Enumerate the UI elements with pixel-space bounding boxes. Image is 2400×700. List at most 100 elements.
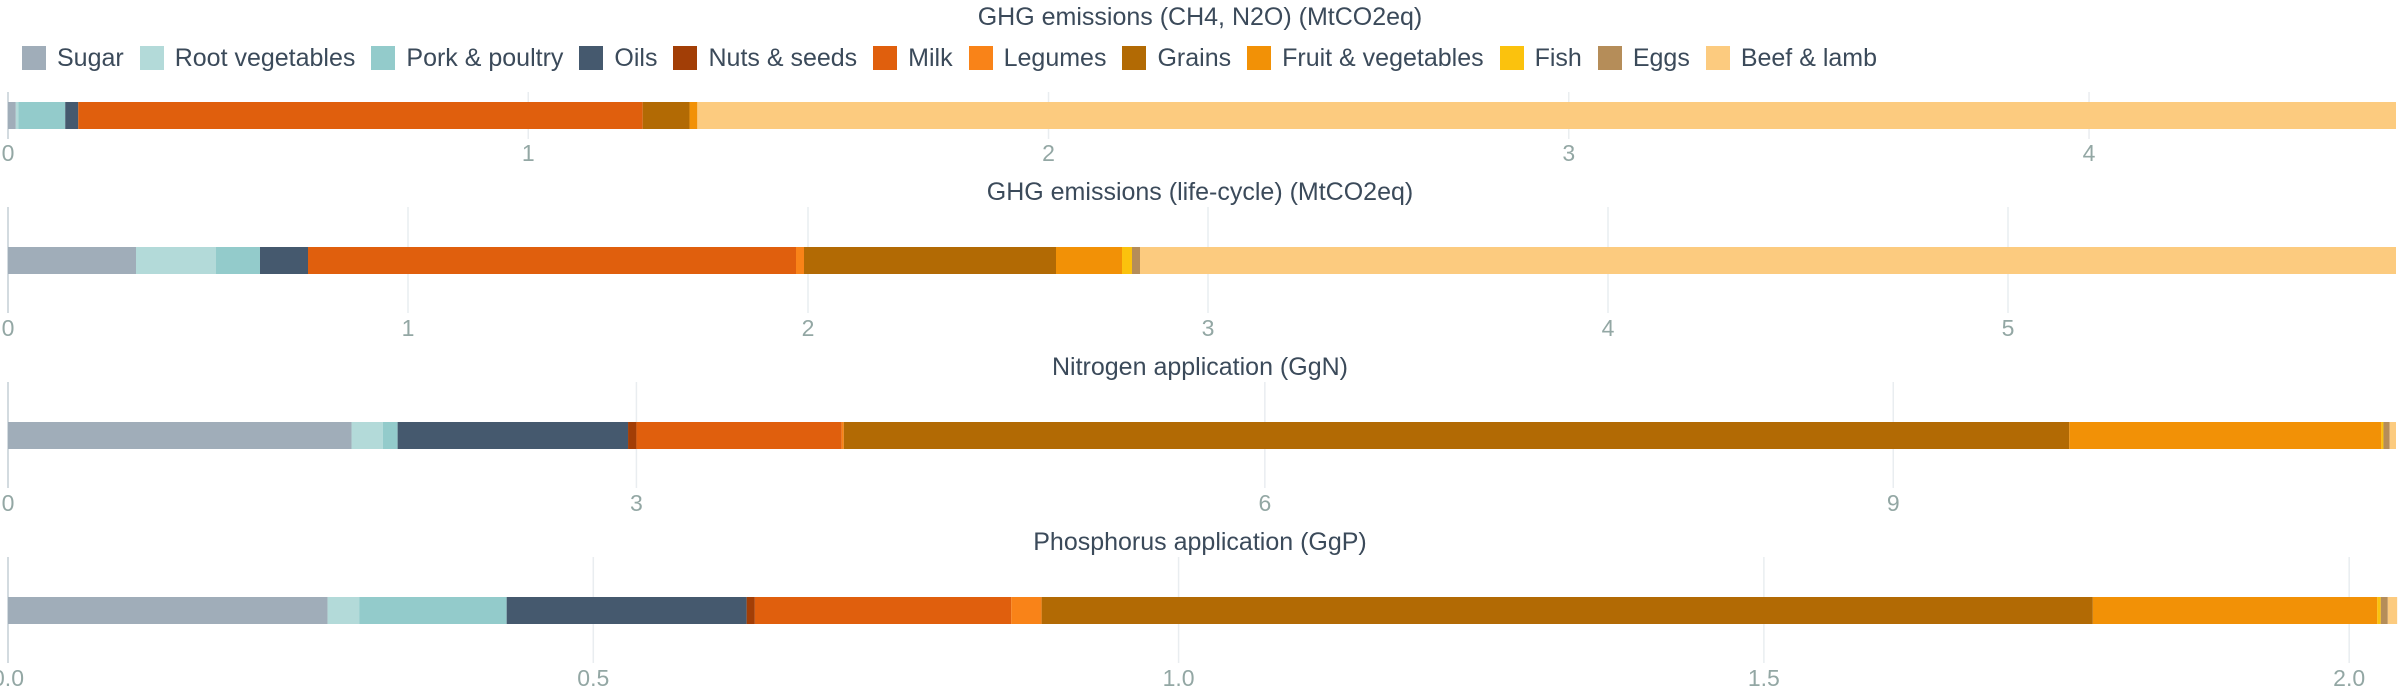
legend-label: Sugar xyxy=(57,43,124,72)
legend-swatch xyxy=(371,46,396,70)
bar-segment-legumes[interactable] xyxy=(841,422,844,449)
legend-item-beef-and-lamb[interactable]: Beef & lamb xyxy=(1705,43,1878,73)
bar-segment-beef-and-lamb[interactable] xyxy=(2389,422,2396,449)
x-tick-label: 3 xyxy=(630,490,643,516)
panel-title: GHG emissions (life-cycle) (MtCO2eq) xyxy=(987,178,1413,206)
bar-segment-sugar[interactable] xyxy=(8,597,328,624)
bar-segment-fish[interactable] xyxy=(2377,597,2381,624)
bar-segment-beef-and-lamb[interactable] xyxy=(1140,247,2396,274)
bar-segment-milk[interactable] xyxy=(754,597,1012,624)
legend-item-nuts-and-seeds[interactable]: Nuts & seeds xyxy=(673,44,857,73)
legend-swatch xyxy=(1597,46,1622,70)
legend-item-legumes[interactable]: Legumes xyxy=(968,43,1107,73)
bar-segment-grains[interactable] xyxy=(804,247,1056,274)
legend-label: Oils xyxy=(614,43,658,72)
bar-segment-oils[interactable] xyxy=(65,102,79,129)
bar-segment-grains[interactable] xyxy=(843,422,2070,449)
bar-segment-legumes[interactable] xyxy=(1011,597,1042,624)
x-tick-label: 4 xyxy=(1602,315,1615,341)
bar-segment-beef-and-lamb[interactable] xyxy=(2387,597,2398,624)
panel-title: GHG emissions (CH4, N2O) (MtCO2eq) xyxy=(978,3,1423,31)
bar-segment-eggs[interactable] xyxy=(2380,597,2388,624)
panel-3: Nitrogen application (GgN) 0 3 6 9 xyxy=(2,353,2396,516)
bar-segment-milk[interactable] xyxy=(636,422,842,449)
panel-4: Phosphorus application (GgP) 0.0 0.5 1.0 1.5… xyxy=(0,528,2398,691)
panel-title: Nitrogen application (GgN) xyxy=(1052,353,1348,381)
legend-label: Beef & lamb xyxy=(1740,43,1878,72)
bar-segment-oils[interactable] xyxy=(260,247,308,274)
bar-segment-fruit-and-vegetables[interactable] xyxy=(2069,422,2382,449)
legend-swatch xyxy=(673,46,698,70)
legend-item-fish[interactable]: Fish xyxy=(1499,43,1582,73)
x-tick-label: 1.5 xyxy=(1748,665,1780,691)
legend-item-grains[interactable]: Grains xyxy=(1122,44,1231,73)
bar-segment-beef-and-lamb[interactable] xyxy=(697,102,2396,129)
legend-item-root-vegetables[interactable]: Root vegetables xyxy=(139,43,356,73)
bar-segment-pork-and-poultry[interactable] xyxy=(18,102,66,129)
bar-segment-root-vegetables[interactable] xyxy=(327,597,360,624)
legend-swatch xyxy=(873,46,898,70)
bar-segment-sugar[interactable] xyxy=(8,422,352,449)
legend-swatch xyxy=(1499,46,1524,70)
bar-segment-sugar[interactable] xyxy=(8,102,16,129)
bar-segment-grains[interactable] xyxy=(1041,597,2093,624)
legend-label: Grains xyxy=(1157,43,1232,72)
bar-segment-fish[interactable] xyxy=(1122,247,1132,274)
legend-swatch xyxy=(139,46,164,70)
bar-segment-oils[interactable] xyxy=(506,597,747,624)
bar-segment-fruit-and-vegetables[interactable] xyxy=(1056,247,1122,274)
legend-label: Legumes xyxy=(1003,43,1107,72)
chart-legend: Sugar Root vegetables Pork & poultry Oils Nu… xyxy=(22,40,1893,76)
legend-item-oils[interactable]: Oils xyxy=(579,44,657,73)
panel-title: Phosphorus application (GgP) xyxy=(1033,528,1367,556)
legend-item-eggs[interactable]: Eggs xyxy=(1597,43,1690,73)
bar-segment-nuts-and-seeds[interactable] xyxy=(628,422,637,449)
legend-label: Root vegetables xyxy=(174,43,356,72)
x-tick-label: 1 xyxy=(402,315,415,341)
bar-segment-pork-and-poultry[interactable] xyxy=(382,422,398,449)
bar-segment-fruit-and-vegetables[interactable] xyxy=(2092,597,2378,624)
legend-item-milk[interactable]: Milk xyxy=(873,44,953,73)
bar-segment-eggs[interactable] xyxy=(2383,422,2390,449)
x-tick-label: 3 xyxy=(1562,140,1575,166)
x-tick-label: 1.0 xyxy=(1163,665,1195,691)
bar-segment-fruit-and-vegetables[interactable] xyxy=(689,102,698,129)
legend-label: Nuts & seeds xyxy=(708,43,858,72)
x-tick-label: 1 xyxy=(522,140,535,166)
legend-label: Fish xyxy=(1534,43,1582,72)
bar-segment-pork-and-poultry[interactable] xyxy=(359,597,507,624)
panel-1: GHG emissions (CH4, N2O) (MtCO2eq) 0 1 2 3 4 xyxy=(2,3,2396,166)
bar-segment-root-vegetables[interactable] xyxy=(15,102,19,129)
bar-segment-sugar[interactable] xyxy=(8,247,136,274)
x-tick-label: 0 xyxy=(2,140,15,166)
legend-item-sugar[interactable]: Sugar xyxy=(22,44,124,73)
legend-label: Pork & poultry xyxy=(406,43,564,72)
x-tick-label: 6 xyxy=(1258,490,1271,516)
x-tick-label: 9 xyxy=(1887,490,1900,516)
x-tick-label: 0 xyxy=(2,490,15,516)
x-tick-label: 0.5 xyxy=(577,665,609,691)
bar-segment-pork-and-poultry[interactable] xyxy=(216,247,260,274)
bar-segment-eggs[interactable] xyxy=(1132,247,1140,274)
bar-segment-root-vegetables[interactable] xyxy=(351,422,383,449)
legend-item-fruit-and-vegetables[interactable]: Fruit & vegetables xyxy=(1247,44,1484,73)
legend-label: Fruit & vegetables xyxy=(1282,43,1484,72)
bar-segment-root-vegetables[interactable] xyxy=(136,247,216,274)
legend-label: Eggs xyxy=(1632,43,1690,72)
legend-item-pork-and-poultry[interactable]: Pork & poultry xyxy=(371,44,563,73)
x-tick-label: 2 xyxy=(1042,140,1055,166)
x-tick-label: 2 xyxy=(802,315,815,341)
panel-2: GHG emissions (life-cycle) (MtCO2eq) 0 1 2 3… xyxy=(2,178,2396,341)
x-tick-label: 4 xyxy=(2083,140,2096,166)
bar-segment-fish[interactable] xyxy=(2381,422,2384,449)
bar-segment-oils[interactable] xyxy=(397,422,629,449)
bar-segment-legumes[interactable] xyxy=(796,247,804,274)
legend-swatch xyxy=(1122,46,1147,70)
bar-segment-nuts-and-seeds[interactable] xyxy=(746,597,755,624)
bar-segment-milk[interactable] xyxy=(308,247,796,274)
legend-swatch xyxy=(968,46,993,70)
bar-segment-grains[interactable] xyxy=(642,102,690,129)
x-tick-label: 0 xyxy=(2,315,15,341)
bar-segment-milk[interactable] xyxy=(78,102,643,129)
